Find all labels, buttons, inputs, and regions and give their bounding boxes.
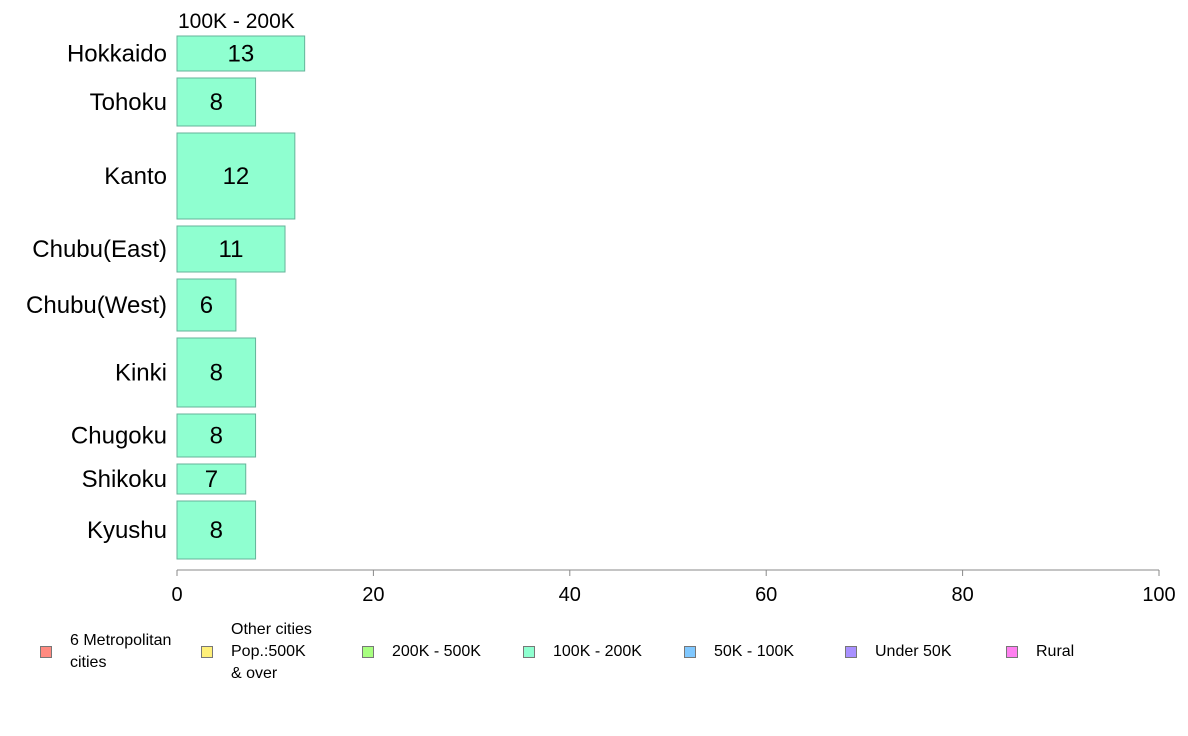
legend-item: Under 50K (845, 620, 952, 684)
category-label: Chubu(East) (32, 236, 167, 263)
x-tick-label: 20 (362, 584, 384, 606)
bar-tohoku (176, 77, 257, 127)
x-tick-label: 60 (755, 584, 777, 606)
bars-group: Hokkaido 13 Tohoku 8 Kanto 12 Chubu(East) 11 Chu… (26, 35, 306, 560)
legend-label: 100K - 200K (553, 643, 642, 660)
category-label: Hokkaido (67, 41, 167, 68)
legend-item: 200K - 500K (362, 620, 481, 684)
bar-kinki (176, 337, 257, 408)
category-label: Shikoku (82, 466, 167, 493)
bar-kanto (176, 132, 296, 220)
data-label: 8 (210, 89, 223, 116)
legend-item: 100K - 200K (523, 620, 642, 684)
legend-item: 50K - 100K (684, 620, 794, 684)
legend-item: 6 Metropolitan cities (40, 620, 171, 684)
legend-label: 50K - 100K (714, 643, 795, 660)
legend-swatch (523, 646, 535, 658)
category-label: Chubu(West) (26, 292, 167, 319)
legend-label: Rural (1036, 643, 1075, 660)
data-label: 6 (200, 292, 213, 319)
legend-swatch (201, 646, 213, 658)
series-header: 100K - 200K (178, 10, 295, 33)
bar-chart: 100K - 200K Hokkaido 13 Tohoku 8 Kanto 12 Chub… (26, 10, 1176, 606)
legend: 6 Metropolitan cities Other cities Pop.:5… (0, 620, 1188, 690)
legend-swatch (845, 646, 857, 658)
bar-chubu-east- (176, 225, 286, 273)
legend-swatch (684, 646, 696, 658)
bar-kyushu (176, 500, 257, 560)
legend-label: Other cities Pop.:500K & over (231, 621, 312, 682)
data-label: 7 (205, 466, 218, 493)
data-label: 8 (210, 517, 223, 544)
bar-chugoku (176, 413, 257, 458)
data-label: 8 (210, 423, 223, 450)
data-label: 13 (227, 41, 254, 68)
x-tick-label: 40 (559, 584, 581, 606)
data-label: 8 (210, 360, 223, 387)
x-tick-label: 0 (171, 584, 182, 606)
bar-hokkaido (176, 35, 306, 72)
x-tick-label: 80 (951, 584, 973, 606)
category-label: Kanto (104, 163, 167, 190)
legend-swatch (40, 646, 52, 658)
category-label: Kyushu (87, 517, 167, 544)
legend-swatch (1006, 646, 1018, 658)
x-axis: 0 20 40 60 80 100 (171, 569, 1176, 606)
legend-label: 6 Metropolitan cities (70, 632, 172, 671)
data-label: 11 (219, 236, 244, 263)
legend-item: Rural (1006, 620, 1074, 684)
x-tick-label: 100 (1142, 584, 1175, 606)
data-label: 12 (223, 163, 250, 190)
category-label: Chugoku (71, 423, 167, 450)
bar-shikoku (176, 463, 247, 495)
legend-label: Under 50K (875, 643, 952, 660)
bar-chubu-west- (176, 278, 237, 332)
legend-label: 200K - 500K (392, 643, 481, 660)
legend-swatch (362, 646, 374, 658)
category-label: Tohoku (90, 89, 167, 116)
category-label: Kinki (115, 360, 167, 387)
legend-item: Other cities Pop.:500K & over (201, 620, 312, 684)
